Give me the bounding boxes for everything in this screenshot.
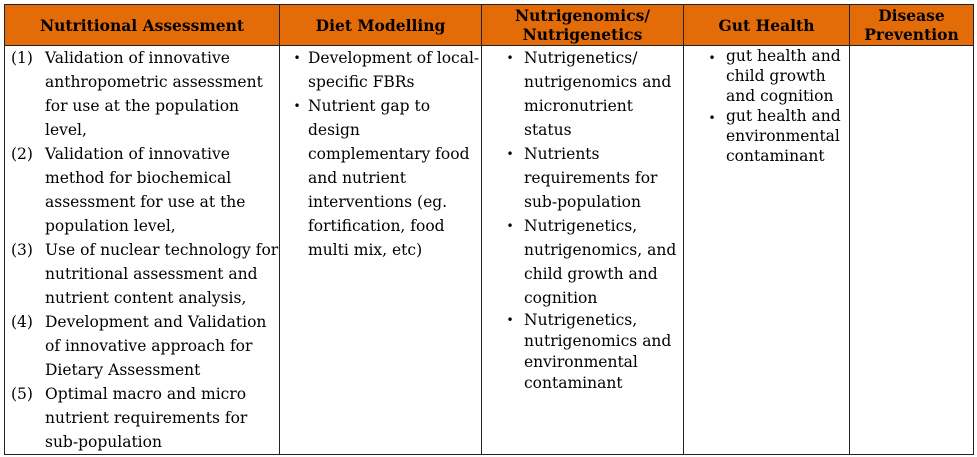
nutrigenomics-list: • Nutrigenetics/ nutrigenomics and micro… (482, 46, 683, 394)
list-item: • gut health and environmental contamina… (684, 106, 849, 166)
header-nutrigenomics-line: Nutrigenomics/ (514, 6, 651, 25)
list-item: (5) Optimal macro and micro nutrient req… (5, 382, 279, 454)
item-text: Nutrients requirements for sub-populatio… (524, 145, 658, 211)
list-item: • Nutrients requirements for sub-populat… (482, 142, 683, 214)
header-diet-modelling: Diet Modelling (279, 4, 482, 46)
item-text: Nutrigenetics/ nutrigenomics and micronu… (524, 49, 672, 139)
bullet-icon: • (506, 51, 514, 65)
cell-disease-prevention (849, 45, 974, 455)
item-number: (3) (11, 241, 33, 259)
bullet-icon: • (506, 147, 514, 161)
table-header-row: Nutritional Assessment Diet Modelling Nu… (4, 4, 974, 46)
list-item: • Nutrient gap to design complementary f… (280, 94, 481, 262)
nutritional-assessment-list: (1) Validation of innovative anthropomet… (5, 46, 279, 454)
bullet-icon: • (293, 51, 301, 65)
list-item: (3) Use of nuclear technology for nutrit… (5, 238, 279, 310)
bullet-icon: • (708, 111, 716, 125)
header-nutritional-assessment: Nutritional Assessment (4, 4, 280, 46)
item-text: Nutrient gap to design complementary foo… (308, 97, 470, 259)
header-disease-prevention-line: Disease (878, 6, 945, 25)
list-item: (1) Validation of innovative anthropomet… (5, 46, 279, 142)
item-text: Use of nuclear technology for nutritiona… (45, 241, 279, 307)
item-number: (5) (11, 385, 33, 403)
diet-modelling-list: • Development of local-specific FBRs • N… (280, 46, 481, 262)
list-item: (2) Validation of innovative method for … (5, 142, 279, 238)
item-text: Nutrigenetics, nutrigenomics, and child … (524, 217, 677, 307)
table-body-row: (1) Validation of innovative anthropomet… (4, 45, 974, 455)
cell-gut-health: • gut health and child growth and cognit… (683, 45, 850, 455)
item-text: Validation of innovative anthropometric … (45, 49, 263, 139)
bullet-icon: • (506, 313, 514, 327)
item-text: gut health and environmental contaminant (726, 107, 841, 165)
cell-nutrigenomics: • Nutrigenetics/ nutrigenomics and micro… (481, 45, 684, 455)
header-disease-prevention: Disease Prevention (849, 4, 974, 46)
item-text: Development of local-specific FBRs (308, 49, 480, 91)
item-text: Development and Validation of innovative… (45, 313, 267, 379)
item-number: (2) (11, 145, 33, 163)
item-number: (4) (11, 313, 33, 331)
research-areas-table: Nutritional Assessment Diet Modelling Nu… (4, 4, 974, 455)
gut-health-list: • gut health and child growth and cognit… (684, 46, 849, 166)
bullet-icon: • (708, 51, 716, 65)
item-text: gut health and child growth and cognitio… (726, 47, 841, 105)
list-item: • Development of local-specific FBRs (280, 46, 481, 94)
list-item: (4) Development and Validation of innova… (5, 310, 279, 382)
header-disease-prevention-line: Prevention (864, 25, 959, 44)
cell-diet-modelling: • Development of local-specific FBRs • N… (279, 45, 482, 455)
list-item: • Nutrigenetics/ nutrigenomics and micro… (482, 46, 683, 142)
header-gut-health: Gut Health (683, 4, 850, 46)
bullet-icon: • (293, 99, 301, 113)
item-text: Nutrigenetics, nutrigenomics and environ… (524, 311, 672, 392)
list-item: • gut health and child growth and cognit… (684, 46, 849, 106)
bullet-icon: • (506, 219, 514, 233)
header-nutrigenomics-line: Nutrigenetics (522, 25, 643, 44)
cell-nutritional-assessment: (1) Validation of innovative anthropomet… (4, 45, 280, 455)
item-text: Optimal macro and micro nutrient require… (45, 385, 248, 451)
header-nutrigenomics: Nutrigenomics/Nutrigenetics (481, 4, 684, 46)
item-number: (1) (11, 49, 33, 67)
list-item: • Nutrigenetics, nutrigenomics, and chil… (482, 214, 683, 310)
item-text: Validation of innovative method for bioc… (45, 145, 246, 235)
list-item: • Nutrigenetics, nutrigenomics and envir… (482, 310, 683, 394)
